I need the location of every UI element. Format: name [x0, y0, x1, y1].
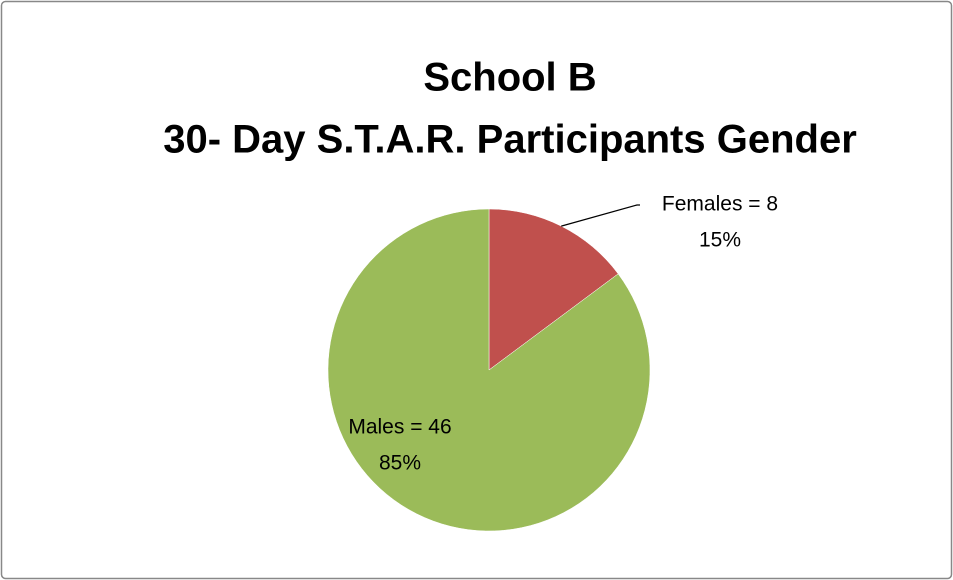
pie-slice: [327, 208, 651, 532]
leader-line: [561, 204, 640, 227]
chart-subtitle: 30- Day S.T.A.R. Participants Gender: [163, 118, 857, 162]
pie-slice: [488, 208, 619, 371]
percent-label: 85%: [379, 452, 421, 475]
data-label: Females = 8: [662, 193, 778, 216]
data-label: Males = 46: [348, 416, 451, 439]
percent-label: 15%: [699, 229, 741, 252]
chart-title: School B: [423, 56, 596, 100]
